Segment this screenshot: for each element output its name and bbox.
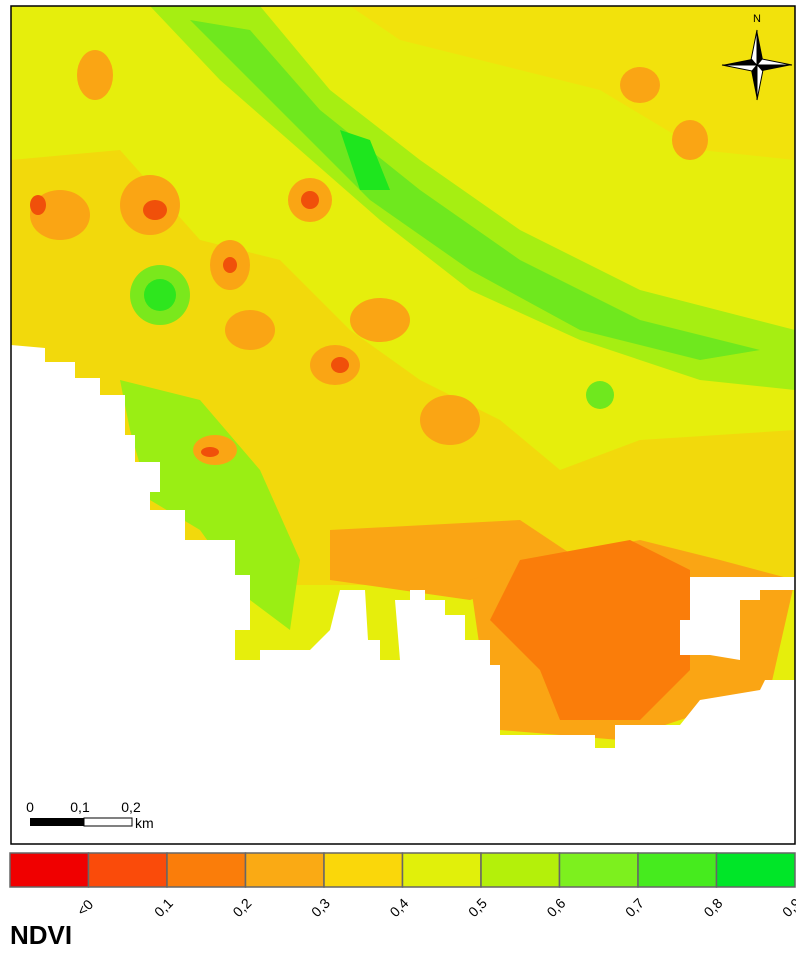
legend-swatch xyxy=(637,852,718,888)
scale-label: 0,1 xyxy=(70,799,90,815)
legend-label: 0,8 xyxy=(700,895,725,920)
legend-label: 0,5 xyxy=(465,895,490,920)
legend-label: 0,3 xyxy=(308,895,333,920)
legend-swatch xyxy=(166,852,247,888)
legend-label: <0 xyxy=(74,896,97,919)
map-frame xyxy=(10,5,796,845)
legend-label: 0,6 xyxy=(543,895,568,920)
zone xyxy=(144,279,176,311)
scale-unit: km xyxy=(135,815,154,831)
north-arrow: N xyxy=(721,13,793,101)
legend-label: 0,1 xyxy=(151,895,176,920)
legend-label: 0,7 xyxy=(622,895,647,920)
red-patches xyxy=(30,191,349,457)
legend-label: 0,9 xyxy=(779,895,796,920)
orange-core xyxy=(490,540,690,720)
legend-swatch xyxy=(401,852,482,888)
zone xyxy=(190,20,760,360)
scale-segment xyxy=(83,817,133,827)
legend-swatch xyxy=(9,852,90,888)
north-label: N xyxy=(753,13,761,25)
legend-swatch xyxy=(558,852,639,888)
legend-title: NDVI xyxy=(10,920,72,950)
no-data-area xyxy=(11,345,795,844)
legend-swatch xyxy=(480,852,561,888)
scale-bar: 0 0,1 0,2 km xyxy=(26,799,154,831)
legend-swatch xyxy=(87,852,168,888)
zone xyxy=(586,381,614,409)
scale-label: 0 xyxy=(26,799,34,815)
zone xyxy=(120,380,300,630)
map-raster xyxy=(11,6,795,844)
scale-label: 0,2 xyxy=(121,799,141,815)
legend-swatch xyxy=(323,852,404,888)
legend-label: 0,2 xyxy=(229,895,254,920)
legend-swatch xyxy=(715,852,796,888)
legend: <0 0,1 0,2 0,3 0,4 0,5 0,6 0,7 0,8 0,9 xyxy=(9,852,796,920)
scale-segment xyxy=(30,818,84,826)
legend-label: 0,4 xyxy=(386,895,411,920)
legend-swatch xyxy=(244,852,325,888)
zone xyxy=(340,130,390,190)
